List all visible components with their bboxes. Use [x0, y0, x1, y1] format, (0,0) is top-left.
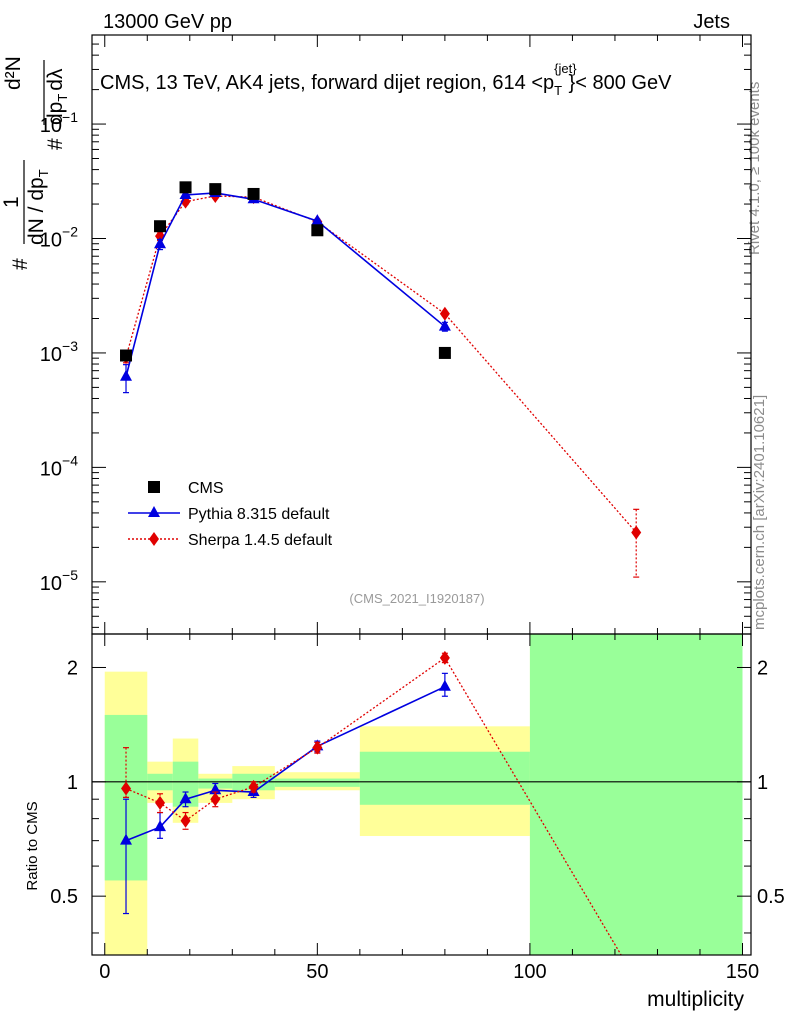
ratio-tick-label-right: 1 [757, 772, 768, 794]
ratio-point-sherpa [180, 813, 191, 828]
x-axis-label: multiplicity [647, 988, 744, 1011]
y-tick-label: 10−2 [40, 223, 78, 251]
ylabel-dpt: dp [44, 102, 67, 125]
ratio-point-sherpa [155, 795, 166, 810]
legend-label-cms: CMS [188, 480, 224, 497]
ratio-point-sherpa [439, 650, 450, 665]
ratio-tick-label: 0.5 [50, 886, 78, 908]
band-green-7 [529, 634, 743, 955]
x-tick-label: 50 [306, 961, 328, 983]
ylabel-hash-2: # [44, 138, 67, 150]
y-axis-label: # 1 dN / dpT # d²N dpTdλ [0, 56, 70, 270]
mcplots-label: mcplots.cern.ch [arXiv:2401.10621] [751, 395, 768, 630]
point-pythia [311, 214, 324, 226]
legend-marker-cms [148, 481, 160, 493]
point-cms [120, 349, 133, 362]
x-tick-label: 0 [99, 961, 110, 983]
ratio-point-pythia [179, 792, 192, 804]
band-green-5 [274, 778, 360, 787]
rivet-label: Rivet 4.1.0, ≥ 100k events [746, 82, 763, 255]
ylabel-one: 1 [0, 196, 23, 208]
ratio-plot [92, 634, 751, 987]
series-cms [120, 181, 643, 640]
point-cms [438, 346, 451, 359]
line-pythia [125, 192, 446, 377]
ratio-point-pythia [154, 820, 167, 832]
ratio-point-sherpa [210, 792, 221, 807]
y-tick-label: 10−4 [40, 452, 78, 480]
plot-title-sup: {jet} [554, 61, 577, 76]
ylabel-hash-1: # [9, 258, 32, 270]
uncertainty-bands [104, 634, 743, 955]
ylabel-dN: dN / dp [25, 177, 48, 245]
ratio-series-sherpa [121, 650, 641, 987]
ylabel-dlam: dλ [44, 68, 67, 91]
ratio-tick-label: 1 [67, 772, 78, 794]
plot-title-main: CMS, 13 TeV, AK4 jets, forward dijet reg… [100, 72, 554, 94]
ylabel-dN-sub: T [36, 169, 51, 177]
x-tick-label: 150 [726, 961, 759, 983]
point-pythia [154, 237, 167, 249]
svg-text:dN / dpT: dN / dpT [25, 169, 51, 245]
ratio-tick-label-right: 2 [757, 657, 768, 679]
analysis-tag: (CMS_2021_I1920187) [349, 591, 484, 606]
plot-title-tail: }< 800 GeV [569, 72, 673, 94]
point-cms [154, 220, 167, 233]
ratio-point-sherpa [312, 740, 323, 755]
y-tick-label: 10−1 [40, 109, 78, 137]
point-pythia [179, 187, 192, 199]
header-left: 13000 GeV pp [103, 11, 232, 33]
x-tick-label: 100 [513, 961, 546, 983]
point-cms [179, 181, 192, 194]
legend-marker-sherpa [149, 532, 159, 546]
y-tick-label: 10−5 [40, 567, 78, 595]
main-plot [120, 181, 643, 640]
plot-title-sub: T [554, 83, 562, 98]
point-cms [311, 224, 324, 237]
header-right: Jets [693, 11, 730, 33]
ratio-point-sherpa [631, 973, 641, 987]
ratio-point-pythia [438, 679, 451, 691]
ylabel-dpt-sub: T [55, 94, 70, 102]
ratio-line-sherpa [125, 656, 622, 955]
point-sherpa [631, 525, 642, 540]
ratio-point-sherpa [248, 779, 259, 794]
point-cms [247, 187, 260, 200]
ratio-y-label: Ratio to CMS [24, 801, 41, 890]
point-pythia [438, 319, 451, 331]
ratio-tick-label-right: 0.5 [757, 886, 785, 908]
series-pythia [120, 185, 451, 394]
ratio-point-sherpa [121, 781, 132, 796]
axes: 0 50 100 150 10−5 10−4 10−3 10−2 10−1 0.5 0.5 1 1 2 2 [40, 34, 785, 983]
band-green-6 [359, 751, 530, 805]
point-pythia [120, 369, 133, 381]
top-series [120, 181, 643, 640]
legend-marker-pythia [148, 506, 160, 517]
point-cms [209, 183, 222, 196]
svg-text:dpTdλ: dpTdλ [44, 68, 70, 125]
legend-label-pythia: Pythia 8.315 default [188, 506, 330, 523]
ratio-tick-label: 2 [67, 657, 78, 679]
plot-title: CMS, 13 TeV, AK4 jets, forward dijet reg… [100, 61, 672, 98]
ratio-frame [91, 633, 752, 956]
legend-label-sherpa: Sherpa 1.4.5 default [188, 532, 333, 549]
ylabel-d2N: d²N [2, 56, 25, 90]
legend: CMS Pythia 8.315 default Sherpa 1.4.5 de… [128, 480, 333, 549]
point-sherpa [439, 306, 450, 321]
ratio-point-pythia [120, 833, 133, 845]
y-tick-label: 10−3 [40, 338, 78, 366]
